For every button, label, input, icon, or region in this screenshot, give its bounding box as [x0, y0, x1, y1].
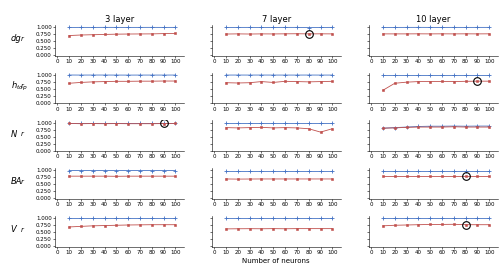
Text: V: V [11, 225, 16, 234]
Text: r: r [21, 83, 24, 89]
Title: 7 layer: 7 layer [262, 15, 291, 24]
Title: 3 layer: 3 layer [104, 15, 134, 24]
Text: BA: BA [11, 177, 22, 186]
X-axis label: Number of neurons: Number of neurons [242, 258, 310, 263]
Text: $h_{top}$: $h_{top}$ [11, 80, 28, 93]
Text: dg: dg [11, 34, 22, 43]
Text: r: r [21, 36, 24, 42]
Text: N: N [11, 130, 17, 139]
Text: r: r [21, 131, 24, 137]
Text: r: r [21, 227, 24, 233]
Text: r: r [21, 179, 24, 185]
Title: 10 layer: 10 layer [416, 15, 450, 24]
